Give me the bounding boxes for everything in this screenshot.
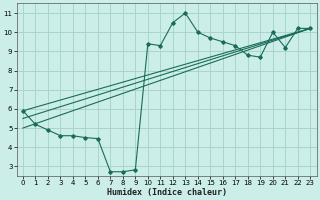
X-axis label: Humidex (Indice chaleur): Humidex (Indice chaleur) bbox=[107, 188, 227, 197]
